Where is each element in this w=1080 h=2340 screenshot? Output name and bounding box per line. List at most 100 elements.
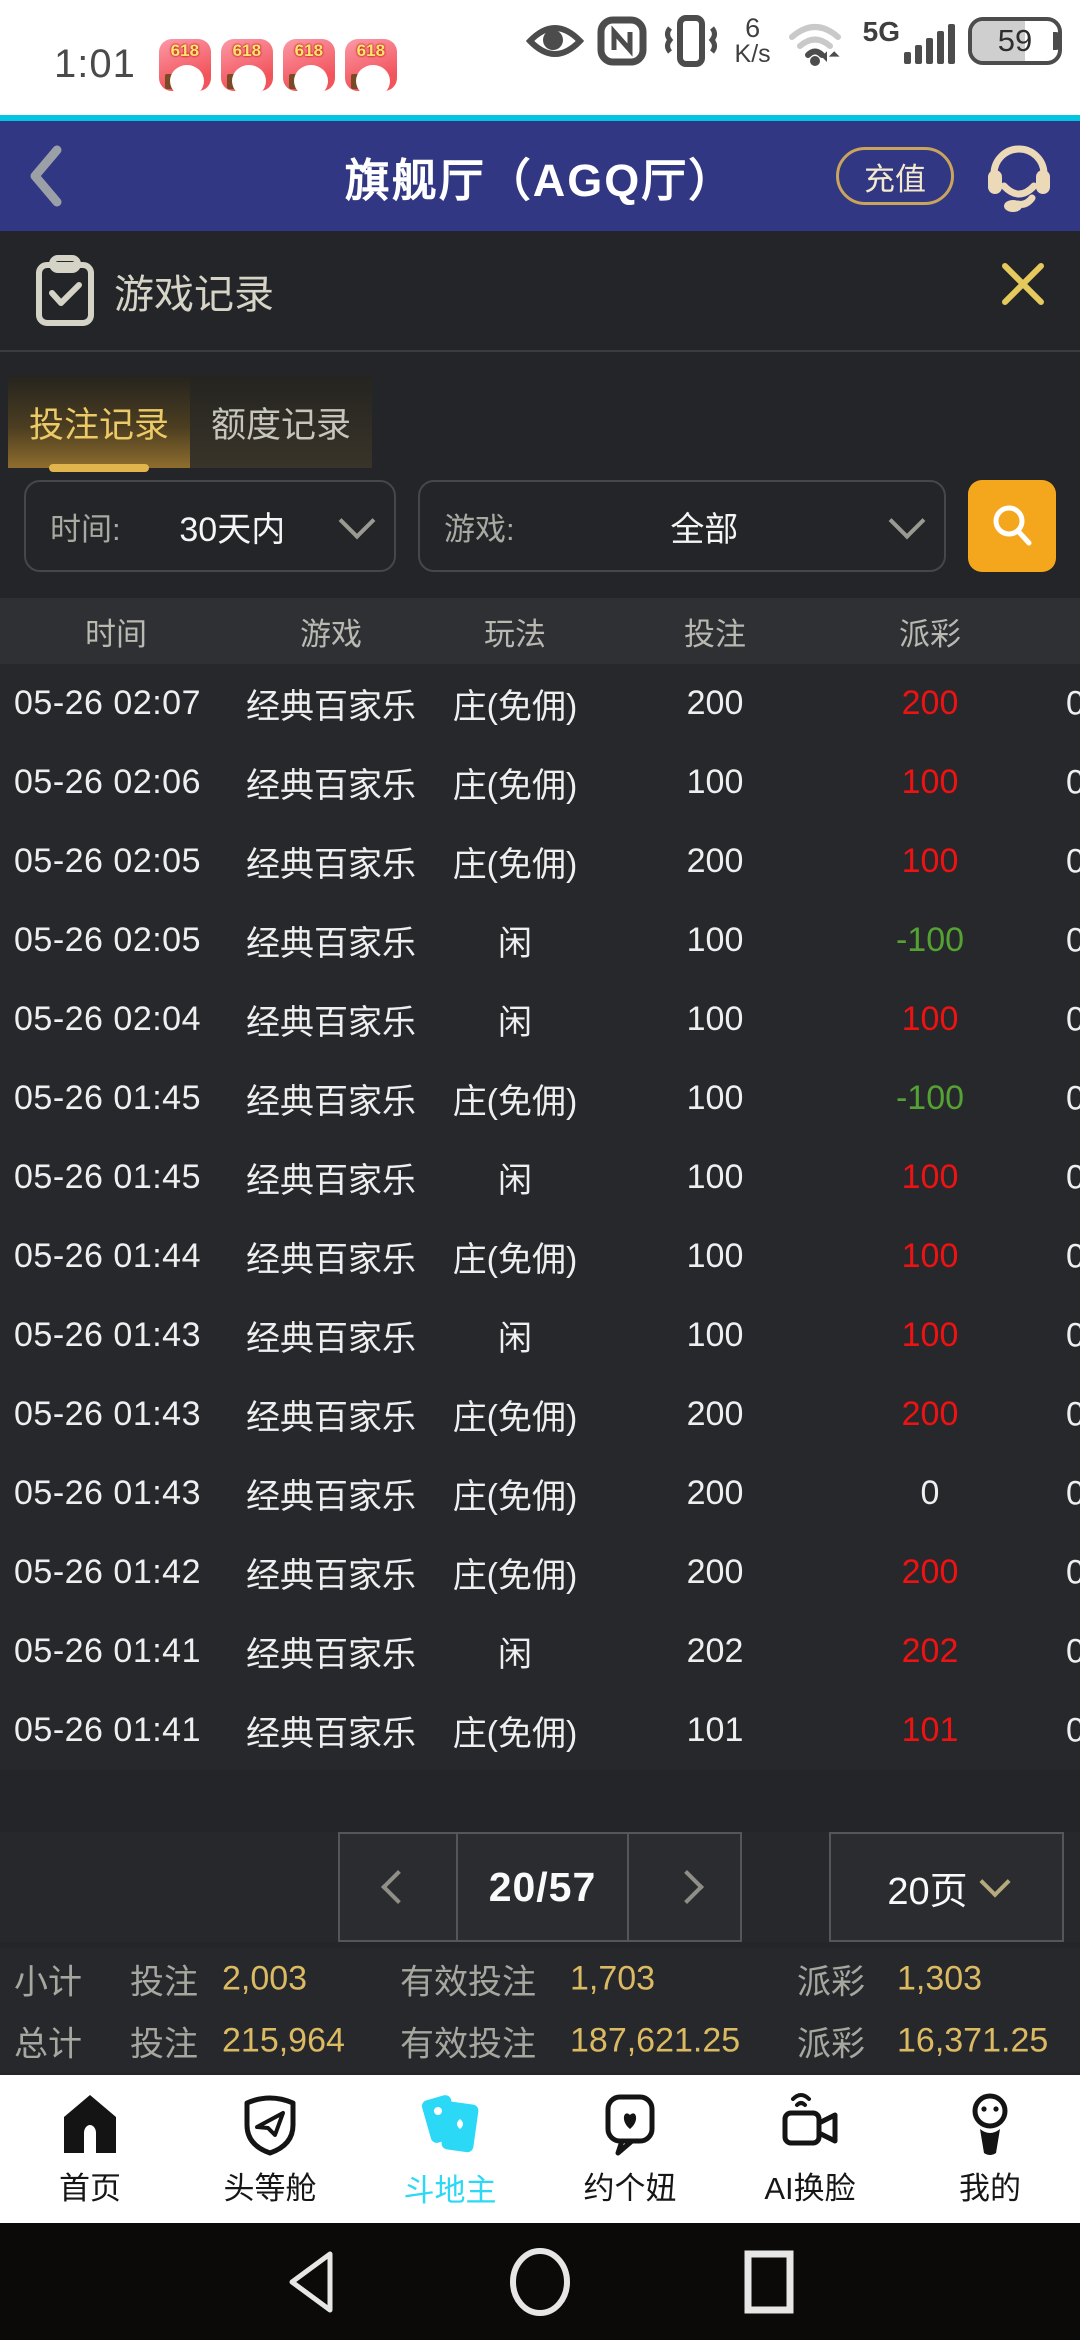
vibrate-icon [664, 15, 717, 67]
cell-payout: 200 [901, 684, 959, 722]
cell-payout: 202 [901, 1632, 959, 1670]
video-camera-icon [782, 2092, 838, 2145]
cell-payout: 100 [901, 842, 959, 880]
table-row[interactable]: 05-26 02:07 经典百家乐 庄(免佣) 200 200 0 [0, 664, 1080, 743]
recharge-button[interactable]: 充值 [836, 147, 954, 205]
search-button[interactable] [968, 480, 1056, 572]
nav-first-class[interactable]: 头等舱 [180, 2075, 360, 2223]
chevron-down-icon [979, 1866, 1011, 1898]
cell-bet: 202 [686, 1632, 744, 1670]
cell-time: 05-26 01:43 [14, 1474, 201, 1512]
cell-play: 庄(免佣) [452, 1557, 578, 1595]
back-button[interactable] [0, 121, 90, 231]
cell-play: 闲 [498, 1004, 532, 1042]
cell-game: 经典百家乐 [246, 1320, 416, 1358]
table-row[interactable]: 05-26 01:43 经典百家乐 庄(免佣) 200 0 0 [0, 1454, 1080, 1533]
chevron-left-icon [30, 145, 62, 207]
table-row[interactable]: 05-26 01:42 经典百家乐 庄(免佣) 200 200 0 [0, 1533, 1080, 1612]
cell-time: 05-26 01:41 [14, 1711, 201, 1749]
cell-bet: 100 [686, 1158, 744, 1196]
game-filter-select[interactable]: 游戏: 全部 [418, 480, 946, 572]
cell-time: 05-26 01:41 [14, 1632, 201, 1670]
subtotal-row: 小计 投注 2,003 有效投注 1,703 派彩 1,303 [0, 1948, 1080, 2010]
cell-bet: 200 [686, 842, 744, 880]
tab-quota-records[interactable]: 额度记录 [190, 376, 372, 468]
android-home-button[interactable] [504, 2246, 576, 2318]
chevron-down-icon [338, 502, 376, 540]
cell-payout: 101 [901, 1711, 959, 1749]
next-page-button[interactable] [627, 1834, 744, 1940]
time-filter-select[interactable]: 时间: 30天内 [24, 480, 396, 572]
cell-payout: 100 [901, 1158, 959, 1196]
cell-clipped: 0 [1066, 1632, 1080, 1670]
network-speed: 6 K/s [734, 13, 771, 68]
cell-payout: 100 [901, 763, 959, 801]
android-recents-button[interactable] [736, 2246, 802, 2318]
nav-date[interactable]: 约个妞 [540, 2075, 720, 2223]
first-class-icon [244, 2095, 296, 2155]
cell-time: 05-26 02:07 [14, 684, 201, 722]
cell-payout: -100 [895, 921, 965, 959]
pagination-row: 20/57 20页 [0, 1832, 1080, 1942]
table-row[interactable]: 05-26 01:43 经典百家乐 闲 100 100 0 [0, 1296, 1080, 1375]
table-row[interactable]: 05-26 01:45 经典百家乐 闲 100 100 0 [0, 1138, 1080, 1217]
cell-bet: 100 [686, 1000, 744, 1038]
cell-game: 经典百家乐 [246, 1715, 416, 1753]
cell-clipped: 0 [1066, 1553, 1080, 1591]
cell-time: 05-26 01:44 [14, 1237, 201, 1275]
filter-row: 时间: 30天内 游戏: 全部 [24, 480, 1056, 572]
page-size-select[interactable]: 20页 [829, 1832, 1064, 1942]
table-row[interactable]: 05-26 01:41 经典百家乐 庄(免佣) 101 101 0 [0, 1691, 1080, 1770]
search-icon [993, 505, 1032, 546]
eye-protection-icon [525, 25, 584, 57]
cell-game: 经典百家乐 [246, 1478, 416, 1516]
cell-bet: 100 [686, 763, 744, 801]
table-body: 05-26 02:07 经典百家乐 庄(免佣) 200 200 0 05-26 … [0, 664, 1080, 1770]
table-row[interactable]: 05-26 02:05 经典百家乐 庄(免佣) 200 100 0 [0, 822, 1080, 901]
cell-clipped: 0 [1066, 1158, 1080, 1196]
cell-clipped: 0 [1066, 1237, 1080, 1275]
cell-game: 经典百家乐 [246, 846, 416, 884]
android-back-button[interactable] [278, 2246, 344, 2318]
total-row: 总计 投注 215,964 有效投注 187,621.25 派彩 16,371.… [0, 2010, 1080, 2072]
signal-5g-icon: 5G [863, 18, 955, 64]
cell-play: 庄(免佣) [452, 1715, 578, 1753]
cell-play: 闲 [498, 1162, 532, 1200]
notification-app-icon: 618 [344, 38, 397, 91]
nfc-icon [597, 16, 647, 66]
table-row[interactable]: 05-26 02:06 经典百家乐 庄(免佣) 100 100 0 [0, 743, 1080, 822]
cell-bet: 200 [686, 1474, 744, 1512]
cell-play: 庄(免佣) [452, 1241, 578, 1279]
table-row[interactable]: 05-26 01:45 经典百家乐 庄(免佣) 100 -100 0 [0, 1059, 1080, 1138]
nav-mine[interactable]: 我的 [900, 2075, 1080, 2223]
cell-bet: 100 [686, 1237, 744, 1275]
cell-bet: 101 [686, 1711, 744, 1749]
cell-game: 经典百家乐 [246, 1083, 416, 1121]
cell-game: 经典百家乐 [246, 1004, 416, 1042]
nav-home[interactable]: 首页 [0, 2075, 180, 2223]
cell-play: 庄(免佣) [452, 688, 578, 726]
prev-page-button[interactable] [340, 1834, 456, 1940]
cell-play: 闲 [498, 1320, 532, 1358]
table-row[interactable]: 05-26 01:41 经典百家乐 闲 202 202 0 [0, 1612, 1080, 1691]
table-row[interactable]: 05-26 02:04 经典百家乐 闲 100 100 0 [0, 980, 1080, 1059]
table-row[interactable]: 05-26 01:43 经典百家乐 庄(免佣) 200 200 0 [0, 1375, 1080, 1454]
nav-ai-faceswap[interactable]: AI换脸 [720, 2075, 900, 2223]
close-button[interactable] [996, 257, 1050, 311]
cell-play: 庄(免佣) [452, 1478, 578, 1516]
cell-game: 经典百家乐 [246, 1162, 416, 1200]
tab-bet-records[interactable]: 投注记录 [8, 376, 190, 472]
customer-service-icon[interactable] [980, 136, 1058, 216]
cell-clipped: 0 [1066, 1711, 1080, 1749]
nav-doudizhu[interactable]: 斗地主 [360, 2075, 540, 2223]
cell-play: 庄(免佣) [452, 1399, 578, 1437]
cell-bet: 100 [686, 921, 744, 959]
app-header: 旗舰厅（AGQ厅） 充值 [0, 121, 1080, 231]
chevron-left-icon [381, 1870, 415, 1904]
android-nav-bar [0, 2223, 1080, 2340]
cell-time: 05-26 01:43 [14, 1316, 201, 1354]
table-row[interactable]: 05-26 01:44 经典百家乐 庄(免佣) 100 100 0 [0, 1217, 1080, 1296]
table-header: 时间 游戏 玩法 投注 派彩 [0, 598, 1080, 664]
clipboard-check-icon [36, 254, 94, 326]
table-row[interactable]: 05-26 02:05 经典百家乐 闲 100 -100 0 [0, 901, 1080, 980]
